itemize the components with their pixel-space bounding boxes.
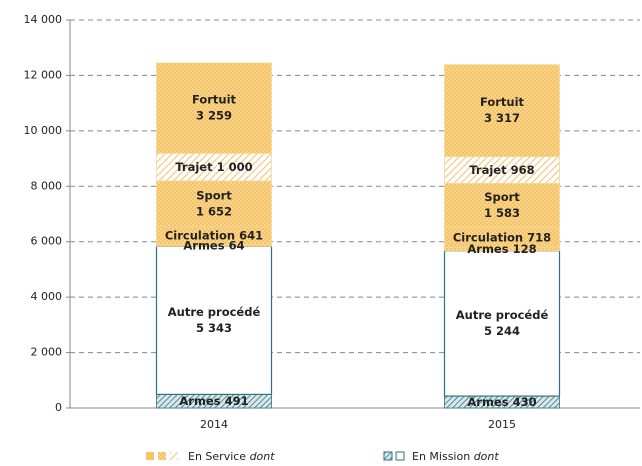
bar-segment	[444, 64, 560, 158]
legend-label: En Service dont	[188, 450, 275, 463]
y-tick-label: 0	[55, 401, 62, 414]
legend-suffix: dont	[250, 450, 276, 463]
x-tick-label: 2014	[200, 418, 228, 431]
label-name: Trajet	[175, 160, 213, 174]
bar-segment	[443, 250, 561, 397]
legend-swatch	[158, 452, 166, 460]
label-value: 1 000	[217, 160, 253, 174]
bar-segment	[156, 62, 272, 154]
y-tick-label: 2 000	[31, 346, 63, 359]
label-name: Armes	[467, 241, 508, 255]
data-label: Fortuit	[192, 93, 237, 107]
label-value: 128	[513, 241, 537, 255]
data-label: Armes 491	[179, 394, 248, 408]
legend-suffix: dont	[474, 450, 500, 463]
y-tick-label: 10 000	[24, 124, 63, 137]
legend-swatch	[146, 452, 154, 460]
y-tick-label: 12 000	[24, 68, 63, 81]
legend-swatch	[383, 451, 393, 461]
label-name: Circulation	[165, 228, 235, 242]
data-label: 1 652	[196, 204, 232, 218]
y-tick-label: 8 000	[31, 179, 63, 192]
data-label: Circulation 718	[453, 230, 551, 244]
y-tick-label: 6 000	[31, 235, 63, 248]
legend-swatch	[170, 452, 178, 460]
data-label: Autre procédé	[168, 305, 261, 319]
label-value: 718	[527, 230, 551, 244]
label-value: 491	[225, 394, 249, 408]
legend-label: En Mission dont	[412, 450, 499, 463]
data-label: 5 343	[196, 321, 232, 335]
label-name: Armes	[183, 238, 224, 252]
data-label: 5 244	[484, 324, 520, 338]
data-label: Trajet 968	[469, 163, 534, 177]
data-label: Armes 64	[183, 238, 244, 252]
bar-segment	[444, 156, 560, 184]
data-label: 1 583	[484, 206, 520, 220]
label-name: Trajet	[469, 163, 507, 177]
data-label: Trajet 1 000	[175, 160, 252, 174]
label-value: 641	[239, 228, 263, 242]
data-label: Armes 128	[467, 241, 536, 255]
data-label: Sport	[484, 190, 520, 204]
label-value: 968	[511, 163, 535, 177]
label-name: Armes	[179, 394, 220, 408]
bar-segment	[444, 183, 560, 228]
label-value: 64	[229, 238, 245, 252]
x-tick-label: 2015	[488, 418, 516, 431]
legend: En Service dont En Mission dont	[146, 450, 499, 463]
label-name: Armes	[467, 395, 508, 409]
y-tick-label: 14 000	[24, 13, 63, 26]
label-value: 430	[513, 395, 537, 409]
data-label: Sport	[196, 188, 232, 202]
bar-segment	[155, 245, 273, 395]
y-tick-label: 4 000	[31, 290, 63, 303]
bar-segment	[156, 180, 272, 228]
legend-text: En Service	[188, 450, 246, 463]
bar-segment	[156, 152, 272, 182]
data-label: 3 317	[484, 111, 520, 125]
data-label: Fortuit	[480, 95, 525, 109]
data-label: Circulation 641	[165, 228, 263, 242]
legend-text: En Mission	[412, 450, 470, 463]
label-name: Circulation	[453, 230, 523, 244]
legend-swatch	[395, 451, 405, 461]
data-label: 3 259	[196, 109, 232, 123]
data-label: Armes 430	[467, 395, 536, 409]
data-label: Autre procédé	[456, 308, 549, 322]
